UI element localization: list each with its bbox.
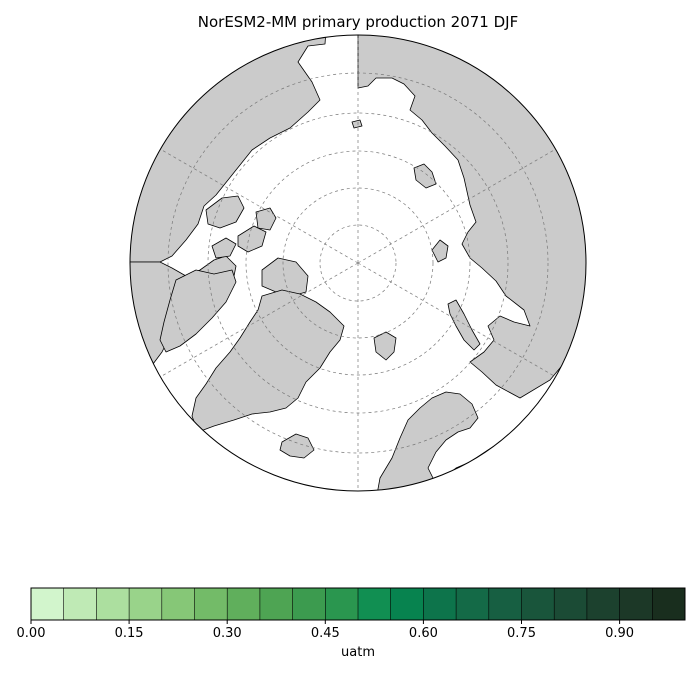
colorbar-segment xyxy=(194,588,228,620)
colorbar-tick-label: 0.90 xyxy=(605,626,634,641)
map-boundary xyxy=(129,34,587,492)
map-title: NorESM2-MM primary production 2071 DJF xyxy=(198,13,518,31)
land-wrangel xyxy=(351,119,363,129)
land-archipelago-3 xyxy=(255,207,277,231)
land-iceland xyxy=(279,433,315,459)
colorbar-segment xyxy=(423,588,457,620)
colorbar-tick-label: 0.00 xyxy=(17,626,46,641)
colorbar-segment xyxy=(652,588,686,620)
land-baffin xyxy=(159,269,237,353)
colorbar-segments xyxy=(31,588,686,620)
land-new-siberian-islands xyxy=(413,163,437,189)
colorbar-segment xyxy=(488,588,522,620)
colorbar-segment xyxy=(586,588,621,620)
colorbar-frame xyxy=(30,587,686,621)
colorbar-tick-label: 0.45 xyxy=(311,626,340,641)
colorbar-segment xyxy=(456,588,490,620)
colorbar: 0.00 0.15 0.30 0.45 0.60 0.75 0.90 uatm xyxy=(17,587,686,660)
colorbar-tick-label: 0.15 xyxy=(115,626,144,641)
colorbar-label: uatm xyxy=(341,645,375,660)
colorbar-segment xyxy=(325,588,359,620)
colorbar-segment xyxy=(31,588,65,620)
colorbar-segment xyxy=(63,588,97,620)
land-archipelago-4 xyxy=(211,237,237,259)
colorbar-tick-label: 0.30 xyxy=(213,626,242,641)
colorbar-segment xyxy=(521,588,555,620)
polar-map xyxy=(129,34,587,492)
colorbar-segment xyxy=(619,588,653,620)
colorbar-tick-label: 0.75 xyxy=(507,626,536,641)
land-archipelago-2 xyxy=(237,225,267,253)
land-svalbard xyxy=(373,331,397,361)
colorbar-segment xyxy=(292,588,326,620)
colorbar-segment xyxy=(129,588,163,620)
land-archipelago-1 xyxy=(205,195,245,229)
land-greenland xyxy=(191,289,345,433)
colorbar-segment xyxy=(554,588,588,620)
colorbar-segment xyxy=(259,588,294,620)
colorbar-segment xyxy=(161,588,195,620)
colorbar-segment xyxy=(227,588,261,620)
land-novaya-zemlya xyxy=(447,299,481,351)
colorbar-segment xyxy=(358,588,392,620)
land-ellesmere xyxy=(261,257,309,297)
colorbar-tick-label: 0.60 xyxy=(409,626,438,641)
colorbar-ticks: 0.00 0.15 0.30 0.45 0.60 0.75 0.90 xyxy=(17,620,634,641)
colorbar-segment xyxy=(96,588,130,620)
graticule xyxy=(159,35,557,491)
land-severnaya-zemlya xyxy=(431,239,449,263)
colorbar-segment xyxy=(390,588,424,620)
